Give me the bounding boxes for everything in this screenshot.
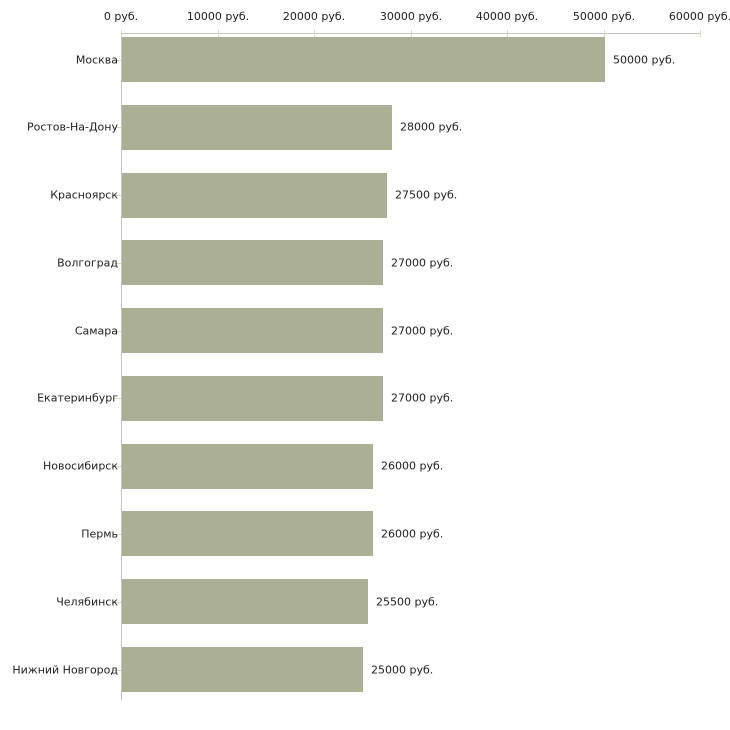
category-tick-mark <box>114 534 121 535</box>
bar <box>122 443 373 489</box>
category-tick-mark <box>114 602 121 603</box>
category-label: Новосибирск <box>42 459 118 473</box>
category-label: Нижний Новгород <box>12 663 118 677</box>
category-tick-mark <box>114 331 121 332</box>
x-tick-mark <box>507 30 508 37</box>
value-label: 26000 руб. <box>381 459 444 473</box>
y-axis-line <box>121 33 122 700</box>
value-label: 26000 руб. <box>381 527 444 541</box>
category-label: Пермь <box>81 527 118 541</box>
bar <box>122 375 383 421</box>
category-label: Ростов-На-Дону <box>26 120 118 134</box>
bar <box>122 579 368 625</box>
value-label: 27000 руб. <box>391 391 454 405</box>
x-tick-mark <box>218 30 219 37</box>
x-tick-label: 0 руб. <box>103 10 139 23</box>
category-label: Екатеринбург <box>37 391 118 405</box>
value-label: 27000 руб. <box>391 256 454 270</box>
value-label: 27000 руб. <box>391 324 454 338</box>
value-label: 27500 руб. <box>395 188 458 202</box>
category-label: Волгоград <box>57 256 118 270</box>
bar <box>122 37 605 82</box>
x-tick-label: 60000 руб. <box>668 10 730 23</box>
x-tick-label: 40000 руб. <box>475 10 539 23</box>
bar <box>122 172 387 218</box>
bar <box>122 308 383 354</box>
bar <box>122 240 383 286</box>
value-label: 50000 руб. <box>613 53 676 66</box>
category-tick-mark <box>114 670 121 671</box>
x-tick-mark <box>121 30 122 37</box>
category-tick-mark <box>114 127 121 128</box>
bar <box>122 511 373 557</box>
category-label: Москва <box>75 53 118 66</box>
x-tick-label: 10000 руб. <box>186 10 250 23</box>
value-label: 28000 руб. <box>400 120 463 134</box>
value-label: 25500 руб. <box>376 595 439 609</box>
x-tick-label: 30000 руб. <box>379 10 443 23</box>
bar <box>122 647 363 693</box>
x-tick-label: 50000 руб. <box>572 10 636 23</box>
category-label: Самара <box>74 324 118 338</box>
category-tick-mark <box>114 195 121 196</box>
bar <box>122 104 392 150</box>
value-label: 25000 руб. <box>371 663 434 677</box>
x-tick-mark <box>411 30 412 37</box>
x-tick-mark <box>700 30 701 37</box>
x-tick-mark <box>314 30 315 37</box>
x-tick-mark <box>604 30 605 37</box>
category-tick-mark <box>114 398 121 399</box>
x-tick-label: 20000 руб. <box>282 10 346 23</box>
category-label: Челябинск <box>56 595 118 609</box>
category-label: Красноярск <box>50 188 118 202</box>
category-tick-mark <box>114 60 121 61</box>
category-tick-mark <box>114 263 121 264</box>
category-tick-mark <box>114 466 121 467</box>
